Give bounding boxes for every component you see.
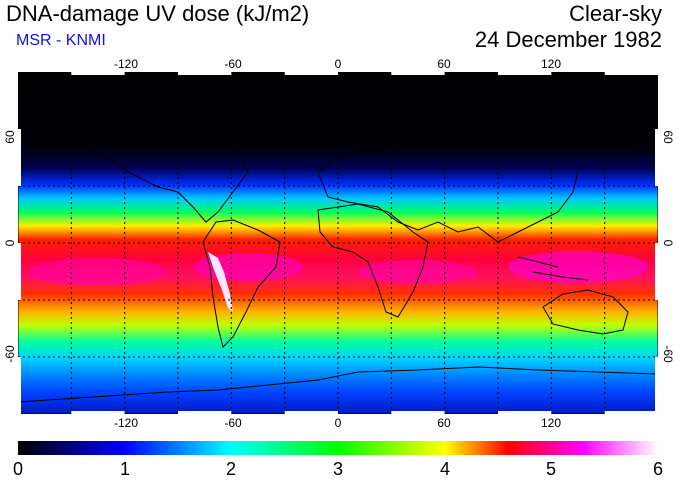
uv-hotspot-africa [358,260,478,284]
lon-tick-top-m120: -120 [113,57,139,71]
lon-tick-top-120: 120 [540,57,562,71]
colorbar-label-1: 1 [119,459,130,479]
colorbar-label-3: 3 [332,459,343,479]
graticule [18,72,658,414]
lon-tick-top-60: 60 [437,57,451,71]
lon-tick-bottom-60: 60 [437,416,451,430]
lon-tick-top-0: 0 [334,57,342,71]
uv-peak-andes [208,252,233,312]
colorbar-label-6: 6 [652,459,663,479]
source-label: MSR - KNMI [16,32,106,49]
coast-indonesia [517,256,589,281]
coast-antarctica [18,366,658,403]
coast-africa [317,203,429,318]
uv-dose-map [18,72,658,414]
uv-hotspot-australia [508,251,648,283]
lon-tick-bottom-m60: -60 [224,416,242,430]
lon-tick-bottom-m120: -120 [113,416,139,430]
coast-australia [542,289,629,335]
map-title: DNA-damage UV dose (kJ/m2) [6,1,310,26]
lat-tick-right-m60: -60 [661,345,675,363]
colorbar-label-2: 2 [225,459,236,479]
lat-tick-left-m60: -60 [3,345,17,363]
sky-condition-label: Clear-sky [569,1,662,26]
lat-tick-right-60: 60 [661,130,675,144]
coast-south-america [202,219,281,348]
colorbar-label-4: 4 [439,459,450,479]
colorbar-label-5: 5 [545,459,556,479]
colorbar-label-0: 0 [12,459,23,479]
coastlines [18,99,658,403]
lat-tick-left-60: 60 [3,130,17,144]
uv-hotspot-pacific [28,258,168,286]
coast-north-america [36,99,249,223]
map-frame [18,72,658,414]
colorbar [18,441,658,455]
date-label: 24 December 1982 [474,27,662,52]
colorbar-gradient [18,441,658,455]
lon-tick-bottom-120: 120 [540,416,562,430]
lon-tick-bottom-0: 0 [334,416,342,430]
lat-tick-right-0: 0 [661,239,675,247]
lat-tick-left-0: 0 [3,239,17,247]
lon-tick-top-m60: -60 [224,57,242,71]
